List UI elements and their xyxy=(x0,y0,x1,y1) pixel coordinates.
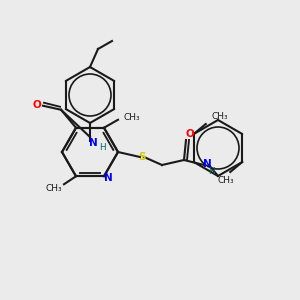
Text: H: H xyxy=(208,167,214,176)
Text: O: O xyxy=(186,129,194,139)
Text: H: H xyxy=(99,142,105,152)
Text: N: N xyxy=(103,173,112,183)
Text: O: O xyxy=(33,100,41,110)
Text: S: S xyxy=(138,152,146,162)
Text: N: N xyxy=(202,159,211,169)
Text: CH₃: CH₃ xyxy=(124,113,141,122)
Text: CH₃: CH₃ xyxy=(212,112,228,121)
Text: CH₃: CH₃ xyxy=(218,176,235,185)
Text: N: N xyxy=(88,138,98,148)
Text: CH₃: CH₃ xyxy=(45,184,62,193)
